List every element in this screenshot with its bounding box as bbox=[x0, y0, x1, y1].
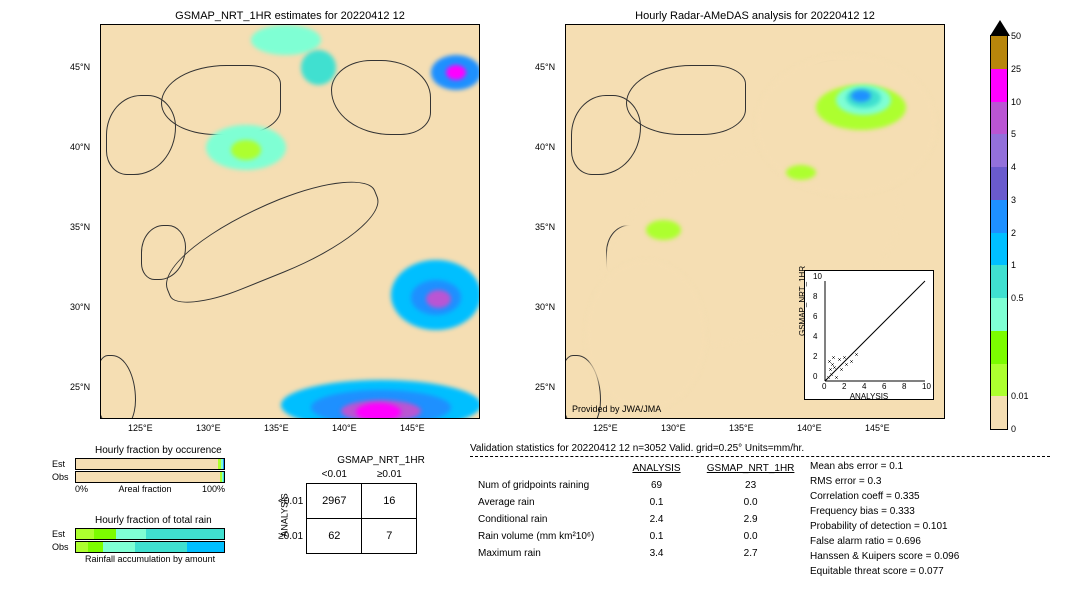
stats-row: Maximum rain3.42.7 bbox=[472, 546, 808, 561]
confusion-title: GSMAP_NRT_1HR bbox=[311, 455, 451, 466]
stats-metrics: Mean abs error = 0.1RMS error = 0.3Corre… bbox=[810, 459, 1040, 579]
stats-row: Num of gridpoints raining6923 bbox=[472, 478, 808, 493]
left-map-box bbox=[100, 24, 480, 419]
occurrence-obs-row: Obs bbox=[75, 471, 225, 483]
inset-ylabel: GSMAP_NRT_1HR bbox=[798, 266, 807, 336]
metric-line: Correlation coeff = 0.335 bbox=[810, 489, 1040, 504]
total-footer: Rainfall accumulation by amount bbox=[85, 554, 215, 564]
left-map-title: GSMAP_NRT_1HR estimates for 20220412 12 bbox=[100, 10, 480, 22]
colorbar: 502510543210.50.010 bbox=[990, 35, 1008, 430]
occurrence-title: Hourly fraction by occurence bbox=[95, 445, 225, 456]
inset-scatter: ANALYSIS GSMAP_NRT_1HR 00224466881010 bbox=[804, 270, 934, 400]
stats-row: Average rain0.10.0 bbox=[472, 495, 808, 510]
metric-line: Mean abs error = 0.1 bbox=[810, 459, 1040, 474]
validation-stats: Validation statistics for 20220412 12 n=… bbox=[470, 443, 1060, 579]
stats-row: Rain volume (mm km²10⁶)0.10.0 bbox=[472, 529, 808, 544]
metric-line: Probability of detection = 0.101 bbox=[810, 519, 1040, 534]
stats-row: Conditional rain2.42.9 bbox=[472, 512, 808, 527]
stats-title: Validation statistics for 20220412 12 n=… bbox=[470, 443, 1060, 454]
right-map-title: Hourly Radar-AMeDAS analysis for 2022041… bbox=[565, 10, 945, 22]
right-map-panel: Hourly Radar-AMeDAS analysis for 2022041… bbox=[565, 10, 945, 419]
metric-line: False alarm ratio = 0.696 bbox=[810, 534, 1040, 549]
map-credit: Provided by JWA/JMA bbox=[572, 404, 661, 414]
left-map-panel: GSMAP_NRT_1HR estimates for 20220412 12 bbox=[100, 10, 480, 419]
metric-line: Frequency bias = 0.333 bbox=[810, 504, 1040, 519]
total-est-row: Est bbox=[75, 528, 225, 540]
confusion-row-title: ANALYSIS bbox=[280, 493, 290, 536]
total-obs-row: Obs bbox=[75, 541, 225, 553]
metric-line: Hanssen & Kuipers score = 0.096 bbox=[810, 549, 1040, 564]
hourly-total-chart: Hourly fraction of total rain Est Obs Ra… bbox=[75, 515, 225, 565]
metric-line: RMS error = 0.3 bbox=[810, 474, 1040, 489]
metric-line: Equitable threat score = 0.077 bbox=[810, 564, 1040, 579]
confusion-matrix: GSMAP_NRT_1HR <0.01≥0.01 <0.01296716 ≥0.… bbox=[275, 455, 451, 554]
confusion-table: <0.01≥0.01 <0.01296716 ≥0.01627 bbox=[275, 466, 417, 554]
hourly-occurrence-chart: Hourly fraction by occurence Est Obs 0% … bbox=[75, 445, 225, 494]
occurrence-est-row: Est bbox=[75, 458, 225, 470]
right-map-box: Provided by JWA/JMA ANALYSIS GSMAP bbox=[565, 24, 945, 419]
total-title: Hourly fraction of total rain bbox=[95, 515, 225, 526]
inset-xlabel: ANALYSIS bbox=[805, 392, 933, 401]
stats-table: ANALYSISGSMAP_NRT_1HR Num of gridpoints … bbox=[470, 459, 810, 579]
